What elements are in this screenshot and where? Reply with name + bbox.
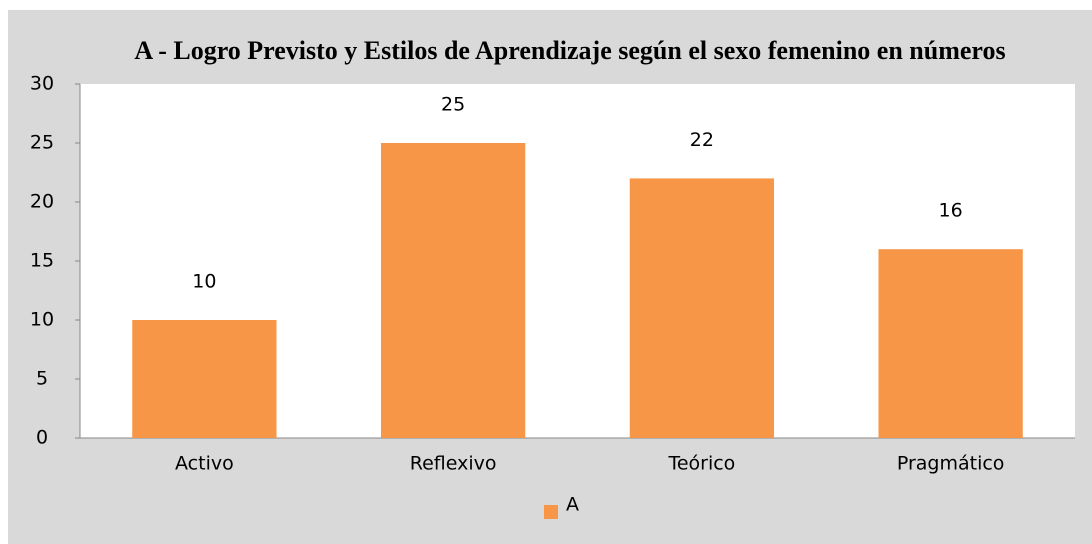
bar [878,249,1023,438]
data-label: 22 [690,129,714,151]
x-tick-label: Teórico [667,453,735,475]
y-tick-label: 25 [30,132,54,154]
data-label: 16 [939,200,963,222]
x-tick-label: Activo [175,453,234,475]
y-tick-label: 30 [30,73,54,95]
data-label: 25 [441,94,465,116]
bar [629,178,775,438]
legend-label: A [566,494,579,516]
legend-swatch [544,505,558,519]
y-tick-label: 5 [36,368,48,390]
x-tick-label: Reflexivo [410,453,497,475]
x-tick-label: Pragmático [897,453,1005,475]
data-label: 10 [192,271,216,293]
bar [132,320,277,438]
y-tick-label: 0 [36,427,48,449]
y-tick-label: 15 [30,250,54,272]
bar [380,143,526,438]
y-tick-label: 20 [30,191,54,213]
y-tick-label: 10 [30,309,54,331]
chart-title: A - Logro Previsto y Estilos de Aprendiz… [134,36,1005,65]
